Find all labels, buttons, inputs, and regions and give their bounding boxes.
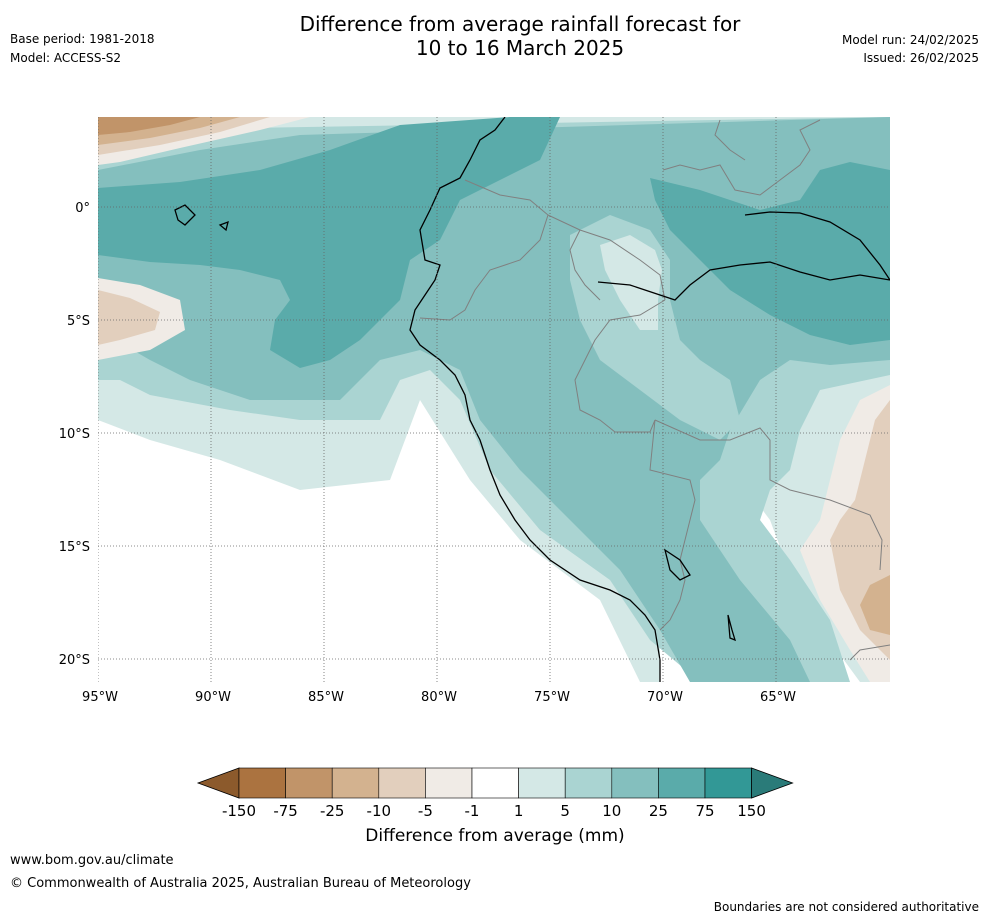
contour-neg-25 <box>98 117 200 135</box>
rainfall-difference-map: 0° 5°S 10°S 15°S 20°S 95°W 90°W 85°W 80°… <box>59 117 890 705</box>
colorbar-tick-label: 10 <box>602 802 621 820</box>
colorbar-title: Difference from average (mm) <box>365 826 625 846</box>
issued-label: Issued: 26/02/2025 <box>863 51 979 65</box>
colorbar-swatch <box>378 767 426 799</box>
colorbar-tick-label: -5 <box>418 802 433 820</box>
chart-title: Difference from average rainfall forecas… <box>220 12 820 60</box>
lon-label: 80°W <box>421 690 457 705</box>
lon-label: 90°W <box>195 690 231 705</box>
contour-25-75-east <box>650 162 890 345</box>
lon-label: 75°W <box>534 690 570 705</box>
lat-label: 0° <box>75 201 90 216</box>
colorbar-swatch <box>518 767 566 799</box>
colorbar-arrow-high <box>751 767 794 799</box>
colorbar-tick-label: -75 <box>273 802 298 820</box>
colorbar-swatch <box>471 767 519 799</box>
lon-label: 65°W <box>760 690 796 705</box>
contour-neg-west-5 <box>98 290 160 345</box>
title-line-2: 10 to 16 March 2025 <box>415 36 625 60</box>
contour-neg-se-10 <box>860 575 890 635</box>
colorbar-swatch <box>238 767 286 799</box>
contour-1-5-inland <box>600 235 662 330</box>
model-run-label: Model run: 24/02/2025 <box>841 33 979 47</box>
longitude-labels: 95°W 90°W 85°W 80°W 75°W 70°W 65°W <box>82 690 796 705</box>
colorbar-swatch <box>704 767 752 799</box>
lon-label: 70°W <box>647 690 683 705</box>
base-period-label: Base period: 1981-2018 <box>10 32 155 46</box>
colorbar-swatch <box>285 767 333 799</box>
gridlines <box>98 117 890 682</box>
footer-disclaimer: Boundaries are not considered authoritat… <box>713 900 979 914</box>
title-line-1: Difference from average rainfall forecas… <box>299 12 741 36</box>
colorbar-tick-label: -150 <box>222 802 256 820</box>
lat-label: 15°S <box>59 540 90 555</box>
lat-label: 5°S <box>67 314 90 329</box>
footer-url: www.bom.gov.au/climate <box>10 853 174 868</box>
colorbar-arrow-low <box>196 767 240 799</box>
colorbar-swatch <box>658 767 706 799</box>
lat-label: 20°S <box>59 653 90 668</box>
colorbar-tick-label: 5 <box>560 802 570 820</box>
contour-25-75-west <box>98 117 560 368</box>
footer-copyright: © Commonwealth of Australia 2025, Austra… <box>10 876 471 891</box>
colorbar-tick-label: 150 <box>737 802 766 820</box>
colorbar: -150 -75 -25 -10 -5 -1 1 5 10 25 75 150 <box>196 767 794 820</box>
colorbar-tick-label: -1 <box>465 802 480 820</box>
colorbar-tick-label: 1 <box>514 802 524 820</box>
map-field <box>98 117 890 682</box>
colorbar-swatch <box>425 767 473 799</box>
country-borders <box>419 119 890 661</box>
model-label: Model: ACCESS-S2 <box>10 51 122 65</box>
colorbar-swatch <box>611 767 659 799</box>
lon-label: 95°W <box>82 690 118 705</box>
colorbar-swatch <box>331 767 380 799</box>
lat-label: 10°S <box>59 427 90 442</box>
lon-label: 85°W <box>308 690 344 705</box>
latitude-labels: 0° 5°S 10°S 15°S 20°S <box>59 201 90 668</box>
colorbar-swatch <box>564 767 613 799</box>
colorbar-tick-labels: -150 -75 -25 -10 -5 -1 1 5 10 25 75 150 <box>222 802 766 820</box>
colorbar-tick-label: -10 <box>367 802 392 820</box>
colorbar-tick-label: 25 <box>649 802 668 820</box>
colorbar-swatches <box>196 767 794 799</box>
coastline <box>174 117 890 682</box>
colorbar-tick-label: -25 <box>320 802 345 820</box>
colorbar-tick-label: 75 <box>695 802 714 820</box>
